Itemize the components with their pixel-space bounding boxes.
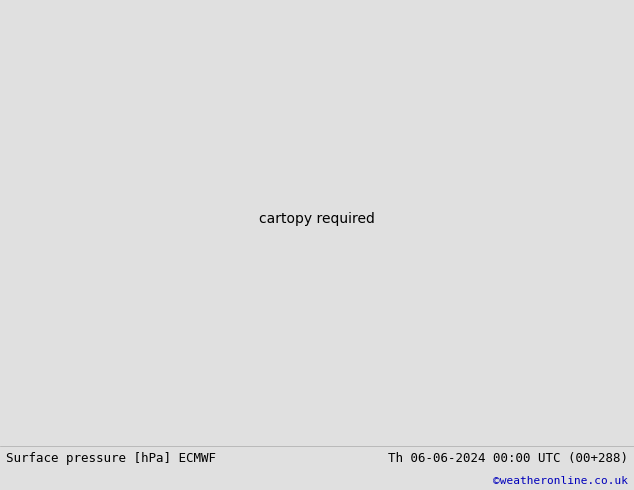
Text: cartopy required: cartopy required xyxy=(259,212,375,226)
Text: ©weatheronline.co.uk: ©weatheronline.co.uk xyxy=(493,476,628,486)
Text: Th 06-06-2024 00:00 UTC (00+288): Th 06-06-2024 00:00 UTC (00+288) xyxy=(387,452,628,465)
Text: Surface pressure [hPa] ECMWF: Surface pressure [hPa] ECMWF xyxy=(6,452,216,465)
